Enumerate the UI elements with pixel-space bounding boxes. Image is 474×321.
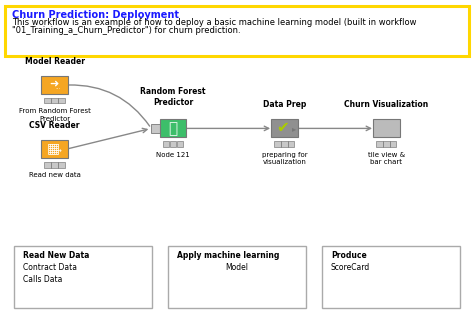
Text: ▦: ▦ xyxy=(47,141,60,155)
Text: ScoreCard: ScoreCard xyxy=(331,263,370,272)
FancyBboxPatch shape xyxy=(51,98,58,103)
FancyBboxPatch shape xyxy=(322,246,460,308)
FancyBboxPatch shape xyxy=(58,162,64,168)
FancyBboxPatch shape xyxy=(390,141,396,147)
FancyBboxPatch shape xyxy=(45,162,51,168)
Text: This workflow is an example of how to deploy a basic machine learning model (bui: This workflow is an example of how to de… xyxy=(12,18,416,27)
FancyBboxPatch shape xyxy=(45,98,51,103)
FancyBboxPatch shape xyxy=(51,162,58,168)
FancyArrowPatch shape xyxy=(69,85,150,126)
FancyBboxPatch shape xyxy=(288,141,294,147)
FancyBboxPatch shape xyxy=(14,246,152,308)
FancyBboxPatch shape xyxy=(41,140,68,158)
Text: Apply machine learning: Apply machine learning xyxy=(177,251,279,260)
Text: Random Forest
Predictor: Random Forest Predictor xyxy=(140,87,206,107)
Text: tile view &
bar chart: tile view & bar chart xyxy=(368,152,405,165)
Text: Read New Data: Read New Data xyxy=(23,251,89,260)
FancyBboxPatch shape xyxy=(168,246,306,308)
Text: Contract Data
Calls Data: Contract Data Calls Data xyxy=(23,263,77,284)
FancyBboxPatch shape xyxy=(376,141,383,147)
FancyBboxPatch shape xyxy=(281,141,288,147)
Text: Churn Visualization: Churn Visualization xyxy=(344,100,428,109)
FancyBboxPatch shape xyxy=(160,119,186,137)
FancyBboxPatch shape xyxy=(271,119,298,137)
Text: ...: ... xyxy=(55,85,61,90)
FancyBboxPatch shape xyxy=(177,141,183,147)
FancyBboxPatch shape xyxy=(373,119,400,137)
Text: Model Reader: Model Reader xyxy=(25,57,84,66)
FancyBboxPatch shape xyxy=(41,76,68,94)
Text: CSV Reader: CSV Reader xyxy=(29,121,80,130)
FancyBboxPatch shape xyxy=(163,141,169,147)
Text: "01_Training_a_Churn_Predictor") for churn prediction.: "01_Training_a_Churn_Predictor") for chu… xyxy=(12,26,240,35)
FancyBboxPatch shape xyxy=(170,141,176,147)
Text: ➜: ➜ xyxy=(50,78,59,89)
Text: From Random Forest
Predictor: From Random Forest Predictor xyxy=(18,108,91,122)
Text: ✔: ✔ xyxy=(277,120,289,135)
Text: ▸: ▸ xyxy=(292,124,296,133)
Text: Node 121: Node 121 xyxy=(156,152,190,158)
Text: Churn Prediction: Deployment: Churn Prediction: Deployment xyxy=(12,10,179,20)
Text: Data Prep: Data Prep xyxy=(263,100,306,109)
Text: preparing for
visualization: preparing for visualization xyxy=(262,152,307,165)
Text: ₿: ₿ xyxy=(168,121,178,136)
FancyBboxPatch shape xyxy=(383,141,390,147)
FancyBboxPatch shape xyxy=(151,124,160,133)
Text: →: → xyxy=(55,149,61,155)
FancyBboxPatch shape xyxy=(5,6,469,56)
Text: Read new data: Read new data xyxy=(28,172,81,178)
FancyBboxPatch shape xyxy=(274,141,281,147)
FancyBboxPatch shape xyxy=(58,98,64,103)
Text: Model: Model xyxy=(226,263,248,272)
Text: Produce: Produce xyxy=(331,251,366,260)
